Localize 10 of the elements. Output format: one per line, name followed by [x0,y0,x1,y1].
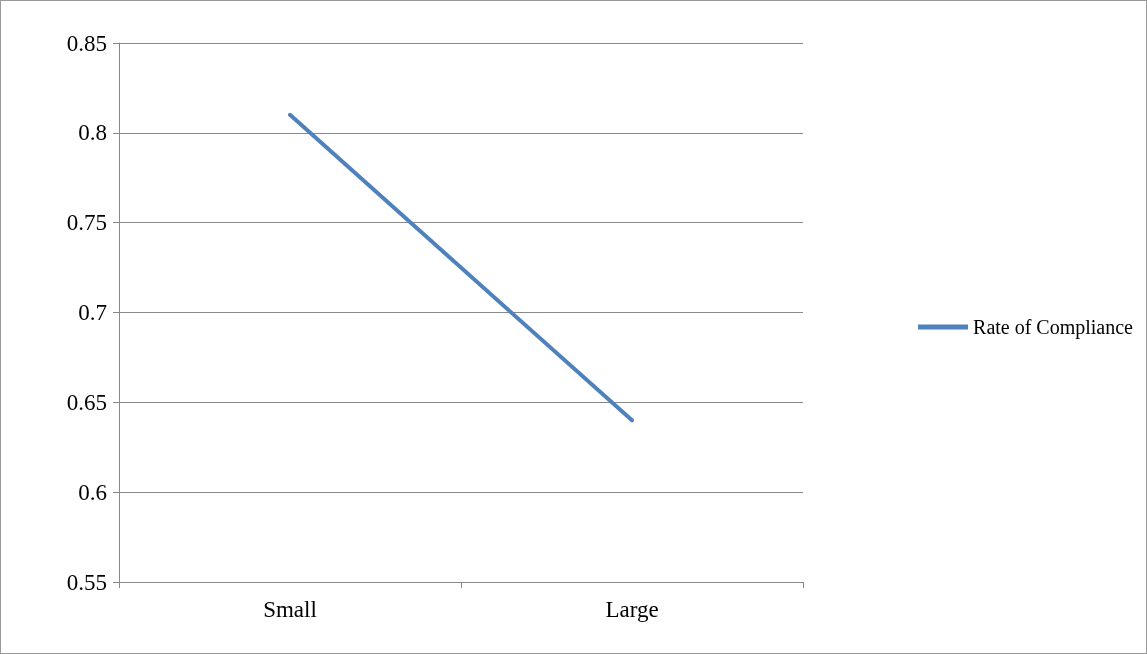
y-tick-label: 0.7 [78,300,107,325]
x-tick-label: Small [263,597,317,622]
y-tick-label: 0.55 [66,569,107,595]
y-tick-label: 0.6 [78,479,107,505]
legend-label: Rate of Compliance [973,316,1134,339]
y-tick-label: 0.85 [66,30,107,56]
y-tick-label: 0.8 [78,120,107,146]
y-tick-label: 0.75 [66,210,107,236]
x-tick-label: Large [605,597,659,622]
y-tick-label: 0.65 [66,389,107,415]
